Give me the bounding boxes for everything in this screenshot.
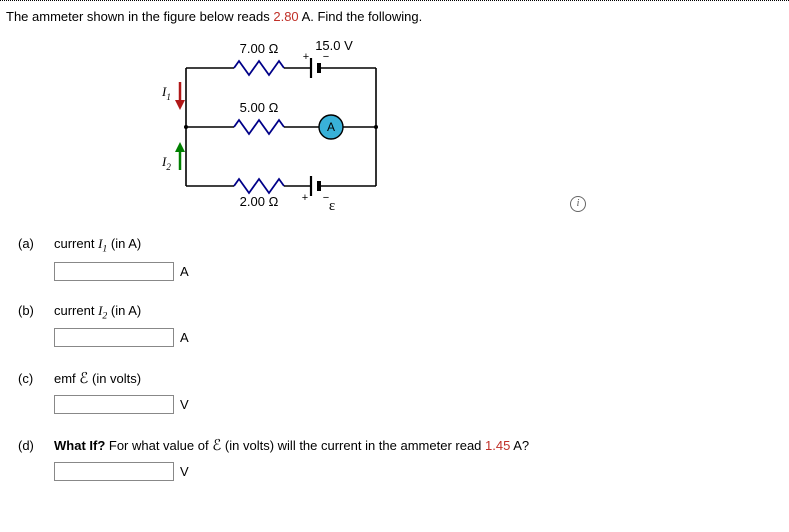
- circuit-figure: A 7.00 Ω 15.0 V: [86, 38, 506, 218]
- part-d-label: (d): [18, 438, 44, 453]
- part-c-unit: V: [180, 397, 189, 412]
- part-d-unit: V: [180, 464, 189, 479]
- prompt-pre: The ammeter shown in the figure below re…: [6, 9, 273, 24]
- info-icon[interactable]: i: [570, 196, 586, 212]
- problem-statement: The ammeter shown in the figure below re…: [6, 9, 783, 24]
- parts-container: (a) current I1 (in A) A (b) current I2 (…: [18, 236, 783, 481]
- i2-label: I2: [161, 154, 171, 172]
- circuit-svg: A 7.00 Ω 15.0 V: [86, 38, 426, 218]
- current-arrow-i2: [175, 142, 185, 170]
- r3-label: 2.00 Ω: [240, 194, 279, 209]
- v1-label: 15.0 V: [315, 38, 353, 53]
- r1-label: 7.00 Ω: [240, 41, 279, 56]
- part-d-input[interactable]: [54, 462, 174, 481]
- v1-minus: −: [323, 51, 329, 63]
- part-d-text: What If? For what value of ℰ (in volts) …: [54, 436, 529, 455]
- resistor-top: [234, 61, 284, 75]
- resistor-bottom: [234, 179, 284, 193]
- part-c-label: (c): [18, 371, 44, 386]
- part-a-input[interactable]: [54, 262, 174, 281]
- ammeter-value: 2.80: [273, 9, 298, 24]
- v1-plus: +: [303, 51, 309, 63]
- part-c-input[interactable]: [54, 395, 174, 414]
- part-b-label: (b): [18, 303, 44, 318]
- i1-label: I1: [161, 84, 171, 102]
- part-b-text: current I2 (in A): [54, 303, 141, 322]
- emf-symbol: ε: [329, 198, 335, 214]
- part-c: (c) emf ℰ (in volts) V: [18, 369, 783, 414]
- current-arrow-i1: [175, 82, 185, 110]
- resistor-middle: [234, 120, 284, 134]
- part-a-unit: A: [180, 264, 189, 279]
- part-b-unit: A: [180, 330, 189, 345]
- part-d: (d) What If? For what value of ℰ (in vol…: [18, 436, 783, 481]
- ammeter-label: A: [327, 120, 335, 134]
- part-b-input[interactable]: [54, 328, 174, 347]
- part-b: (b) current I2 (in A) A: [18, 303, 783, 348]
- part-a: (a) current I1 (in A) A: [18, 236, 783, 281]
- prompt-post: A. Find the following.: [299, 9, 423, 24]
- part-c-text: emf ℰ (in volts): [54, 369, 141, 388]
- r2-label: 5.00 Ω: [240, 100, 279, 115]
- part-a-label: (a): [18, 236, 44, 251]
- part-a-text: current I1 (in A): [54, 236, 141, 255]
- emf-plus: +: [302, 192, 308, 204]
